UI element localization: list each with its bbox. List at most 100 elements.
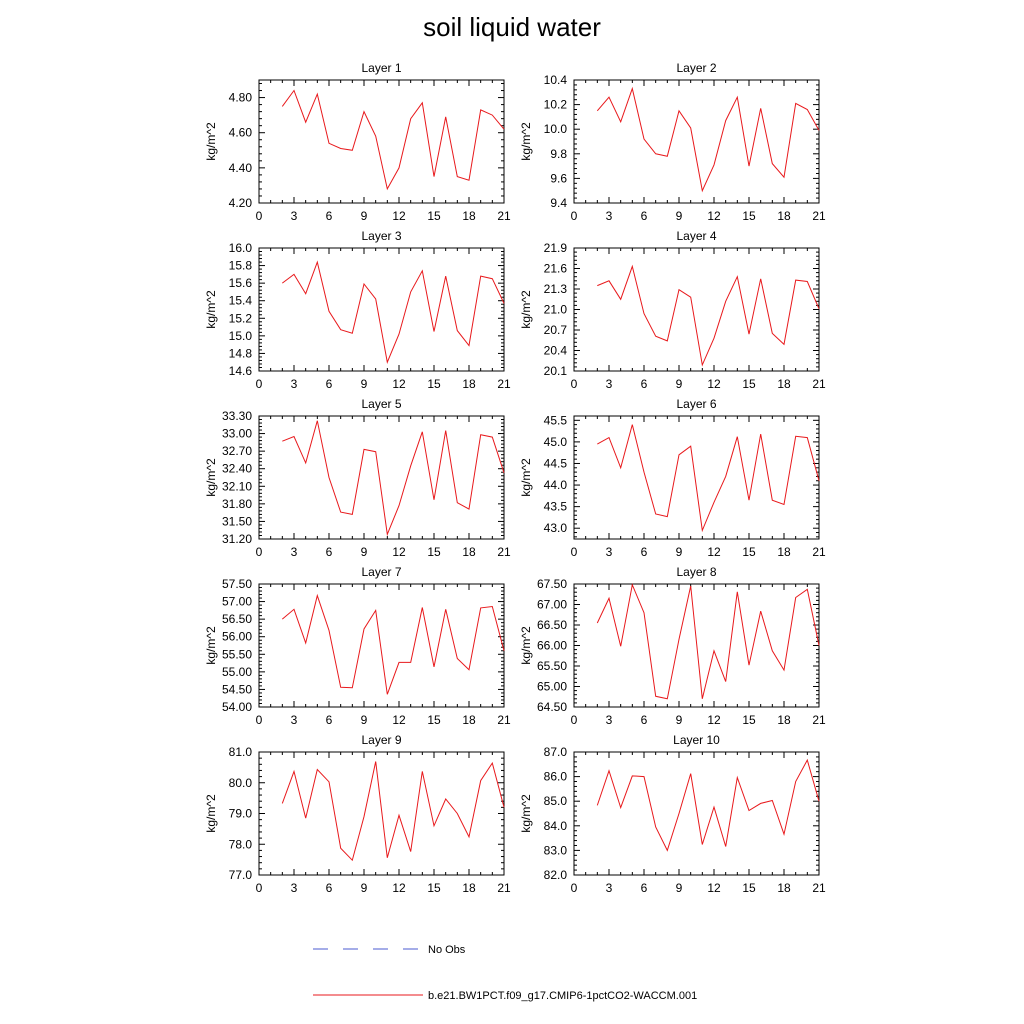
- panel-6-ytick-label: 45.0: [544, 435, 568, 449]
- panel-8-xtick-label: 3: [606, 713, 613, 727]
- panel-4-xtick-label: 12: [707, 377, 721, 391]
- panel-5-ytick-label: 32.10: [222, 479, 252, 493]
- panel-4-ytick-label: 21.9: [544, 241, 568, 255]
- panel-2-ytick-label: 9.4: [550, 196, 567, 210]
- figure-title: soil liquid water: [423, 12, 601, 42]
- panel-9-title: Layer 9: [361, 733, 401, 747]
- panel-2-ytick-label: 10.4: [544, 73, 568, 87]
- panel-5-ytick-label: 33.00: [222, 427, 252, 441]
- panel-1-series-1: [281, 89, 505, 191]
- panel-4-xtick-label: 0: [571, 377, 578, 391]
- panel-6-ylabel: kg/m^2: [519, 458, 533, 497]
- panel-7-ytick-label: 56.00: [222, 630, 252, 644]
- panel-3-ylabel: kg/m^2: [204, 290, 218, 329]
- panel-4-ytick-label: 21.3: [544, 282, 568, 296]
- panel-4-xtick-label: 21: [812, 377, 826, 391]
- panel-9-xtick-label: 3: [291, 881, 298, 895]
- panel-7-ytick-label: 55.50: [222, 647, 252, 661]
- panel-9-ytick-label: 81.0: [229, 745, 253, 759]
- panel-4-ytick-label: 21.6: [544, 262, 568, 276]
- panel-1-xtick-label: 15: [427, 209, 441, 223]
- panel-5-xtick-label: 15: [427, 545, 441, 559]
- panel-9-xtick-label: 6: [326, 881, 333, 895]
- panel-9-ytick-label: 79.0: [229, 807, 253, 821]
- panel-1-xtick-label: 21: [497, 209, 511, 223]
- panel-3-ytick-label: 15.4: [229, 294, 253, 308]
- panel-4-ytick-label: 20.1: [544, 364, 568, 378]
- panel-3-ytick-label: 16.0: [229, 241, 253, 255]
- panel-1-ytick-label: 4.80: [229, 91, 253, 105]
- panel-2-xtick-label: 0: [571, 209, 578, 223]
- panel-6-ytick-label: 44.0: [544, 478, 568, 492]
- panel-7-xtick-label: 18: [462, 713, 476, 727]
- panel-1-ytick-label: 4.40: [229, 161, 253, 175]
- panel-6-title: Layer 6: [676, 397, 716, 411]
- panel-3-frame: [258, 247, 505, 372]
- panel-10-ytick-label: 83.0: [544, 843, 568, 857]
- panel-7-ylabel: kg/m^2: [204, 626, 218, 665]
- panel-5-ytick-label: 31.80: [222, 497, 252, 511]
- panel-3-xtick-label: 18: [462, 377, 476, 391]
- panel-2-xtick-label: 6: [641, 209, 648, 223]
- panel-10-xtick-label: 12: [707, 881, 721, 895]
- panel-6-ytick-label: 43.0: [544, 521, 568, 535]
- panel-7-xtick-label: 15: [427, 713, 441, 727]
- panel-10-xtick-label: 6: [641, 881, 648, 895]
- panel-3-xtick-label: 0: [256, 377, 263, 391]
- panel-8-series-1: [596, 583, 820, 700]
- panel-3-ytick-label: 15.0: [229, 329, 253, 343]
- panel-1-title: Layer 1: [361, 61, 401, 75]
- panel-9-xtick-label: 12: [392, 881, 406, 895]
- panel-8-title: Layer 8: [676, 565, 716, 579]
- panel-10-series-1: [596, 758, 820, 852]
- panel-9-xtick-label: 15: [427, 881, 441, 895]
- panel-1-xtick-label: 3: [291, 209, 298, 223]
- panel-6-xtick-label: 0: [571, 545, 578, 559]
- panel-2-frame: [573, 79, 820, 204]
- panel-7-ytick-label: 57.50: [222, 577, 252, 591]
- panel-9-xtick-label: 0: [256, 881, 263, 895]
- panel-5-xtick-label: 3: [291, 545, 298, 559]
- panel-4-xtick-label: 18: [777, 377, 791, 391]
- panel-2-xtick-label: 9: [676, 209, 683, 223]
- panel-4-frame: [573, 247, 820, 372]
- panel-10-title: Layer 10: [673, 733, 720, 747]
- panel-5-xtick-label: 0: [256, 545, 263, 559]
- panel-3-xtick-label: 15: [427, 377, 441, 391]
- panel-7-ytick-label: 54.50: [222, 682, 252, 696]
- panel-1-ytick-label: 4.20: [229, 196, 253, 210]
- panel-4-ylabel: kg/m^2: [519, 290, 533, 329]
- panel-4-ytick-label: 20.7: [544, 323, 568, 337]
- panel-2-ytick-label: 10.2: [544, 98, 568, 112]
- panel-2-xtick-label: 18: [777, 209, 791, 223]
- panel-5-ylabel: kg/m^2: [204, 458, 218, 497]
- panel-9-series-1: [281, 761, 505, 862]
- panel-2-xtick-label: 12: [707, 209, 721, 223]
- panel-2-title: Layer 2: [676, 61, 716, 75]
- panel-5-ytick-label: 31.50: [222, 514, 252, 528]
- panel-10-xtick-label: 3: [606, 881, 613, 895]
- panel-1-ylabel: kg/m^2: [204, 122, 218, 161]
- panel-1-xtick-label: 0: [256, 209, 263, 223]
- panel-1-xtick-label: 6: [326, 209, 333, 223]
- panel-7-xtick-label: 3: [291, 713, 298, 727]
- panel-9-ytick-label: 77.0: [229, 868, 253, 882]
- panel-1-frame: [258, 79, 505, 204]
- panel-3-xtick-label: 21: [497, 377, 511, 391]
- panel-3-series-1: [282, 260, 505, 364]
- panel-10-ytick-label: 87.0: [544, 745, 568, 759]
- panel-6-xtick-label: 6: [641, 545, 648, 559]
- panel-9-xtick-label: 18: [462, 881, 476, 895]
- panel-3-xtick-label: 6: [326, 377, 333, 391]
- panel-4-xtick-label: 9: [676, 377, 683, 391]
- panel-3-ytick-label: 15.6: [229, 276, 253, 290]
- panel-6-ytick-label: 45.5: [544, 413, 568, 427]
- panel-5-xtick-label: 6: [326, 545, 333, 559]
- panel-1-xtick-label: 9: [361, 209, 368, 223]
- panel-6-xtick-label: 12: [707, 545, 721, 559]
- panel-5-ytick-label: 32.40: [222, 462, 252, 476]
- panel-7-ytick-label: 54.00: [222, 700, 252, 714]
- panel-9-ytick-label: 80.0: [229, 776, 253, 790]
